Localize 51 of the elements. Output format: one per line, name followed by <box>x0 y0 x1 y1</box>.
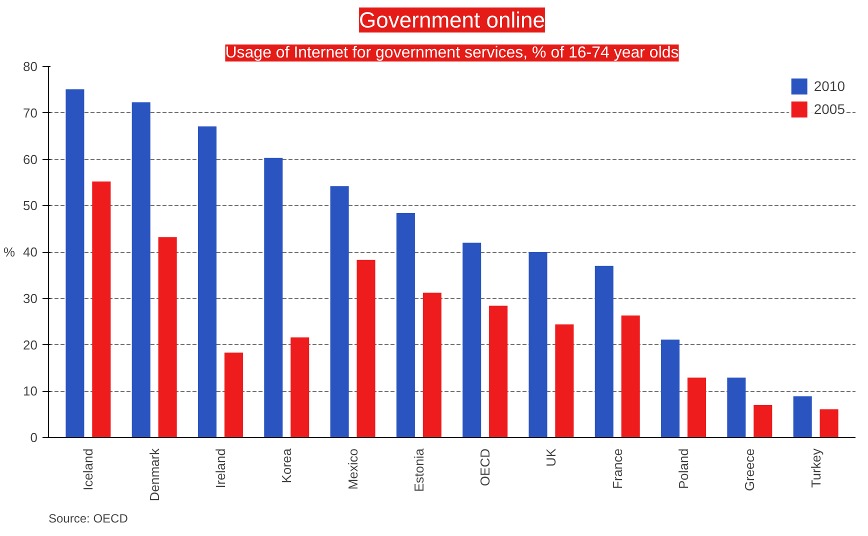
bar <box>489 306 508 438</box>
bar <box>396 213 415 438</box>
bar <box>621 316 640 438</box>
bar <box>132 102 150 438</box>
bar <box>264 158 283 438</box>
y-axis-title: % <box>3 244 16 260</box>
x-tick-label: Turkey <box>808 448 824 488</box>
y-tick-label: 40 <box>23 244 38 260</box>
chart-title: Government online <box>359 8 545 32</box>
bar <box>754 405 772 438</box>
bar <box>330 186 349 438</box>
y-tick-label: 20 <box>23 337 38 352</box>
legend-label: 2010 <box>814 78 845 94</box>
y-tick-label: 50 <box>23 198 38 214</box>
bar <box>820 409 838 438</box>
y-tick-label: 70 <box>23 105 38 120</box>
bar <box>727 378 746 438</box>
y-tick-label: 0 <box>30 430 38 445</box>
bar <box>290 337 310 438</box>
x-tick-label: Poland <box>676 448 692 489</box>
bar <box>422 292 442 438</box>
x-tick-label: France <box>610 448 625 489</box>
x-tick-label: Mexico <box>345 448 360 490</box>
bar <box>528 252 548 438</box>
x-tick-label: OECD <box>478 448 493 486</box>
y-tick-label: 30 <box>23 290 38 306</box>
legend-label: 2005 <box>814 101 845 117</box>
y-tick-label: 10 <box>23 384 38 399</box>
source-note: Source: OECD <box>48 512 128 526</box>
bar <box>198 126 217 438</box>
bar <box>687 378 706 438</box>
bar <box>793 396 812 438</box>
bar <box>224 352 243 438</box>
x-tick-label: Iceland <box>80 448 96 490</box>
bar <box>594 266 614 438</box>
x-tick-label: Greece <box>742 448 758 492</box>
bar <box>555 324 574 438</box>
bar <box>92 182 111 438</box>
bar <box>66 89 84 438</box>
bar <box>661 340 680 438</box>
y-tick-label: 60 <box>23 152 38 167</box>
x-tick-label: Korea <box>279 448 294 484</box>
x-tick-label: Estonia <box>411 448 426 492</box>
y-tick-label: 80 <box>23 59 38 74</box>
chart-subtitle: Usage of Internet for government services, % of 16-74 year olds <box>225 44 679 62</box>
x-tick-label: UK <box>544 448 559 467</box>
x-tick-label: Denmark <box>146 448 162 502</box>
bar <box>158 237 177 438</box>
x-tick-label: Ireland <box>212 448 228 488</box>
bar <box>462 242 482 438</box>
bar <box>356 260 376 438</box>
